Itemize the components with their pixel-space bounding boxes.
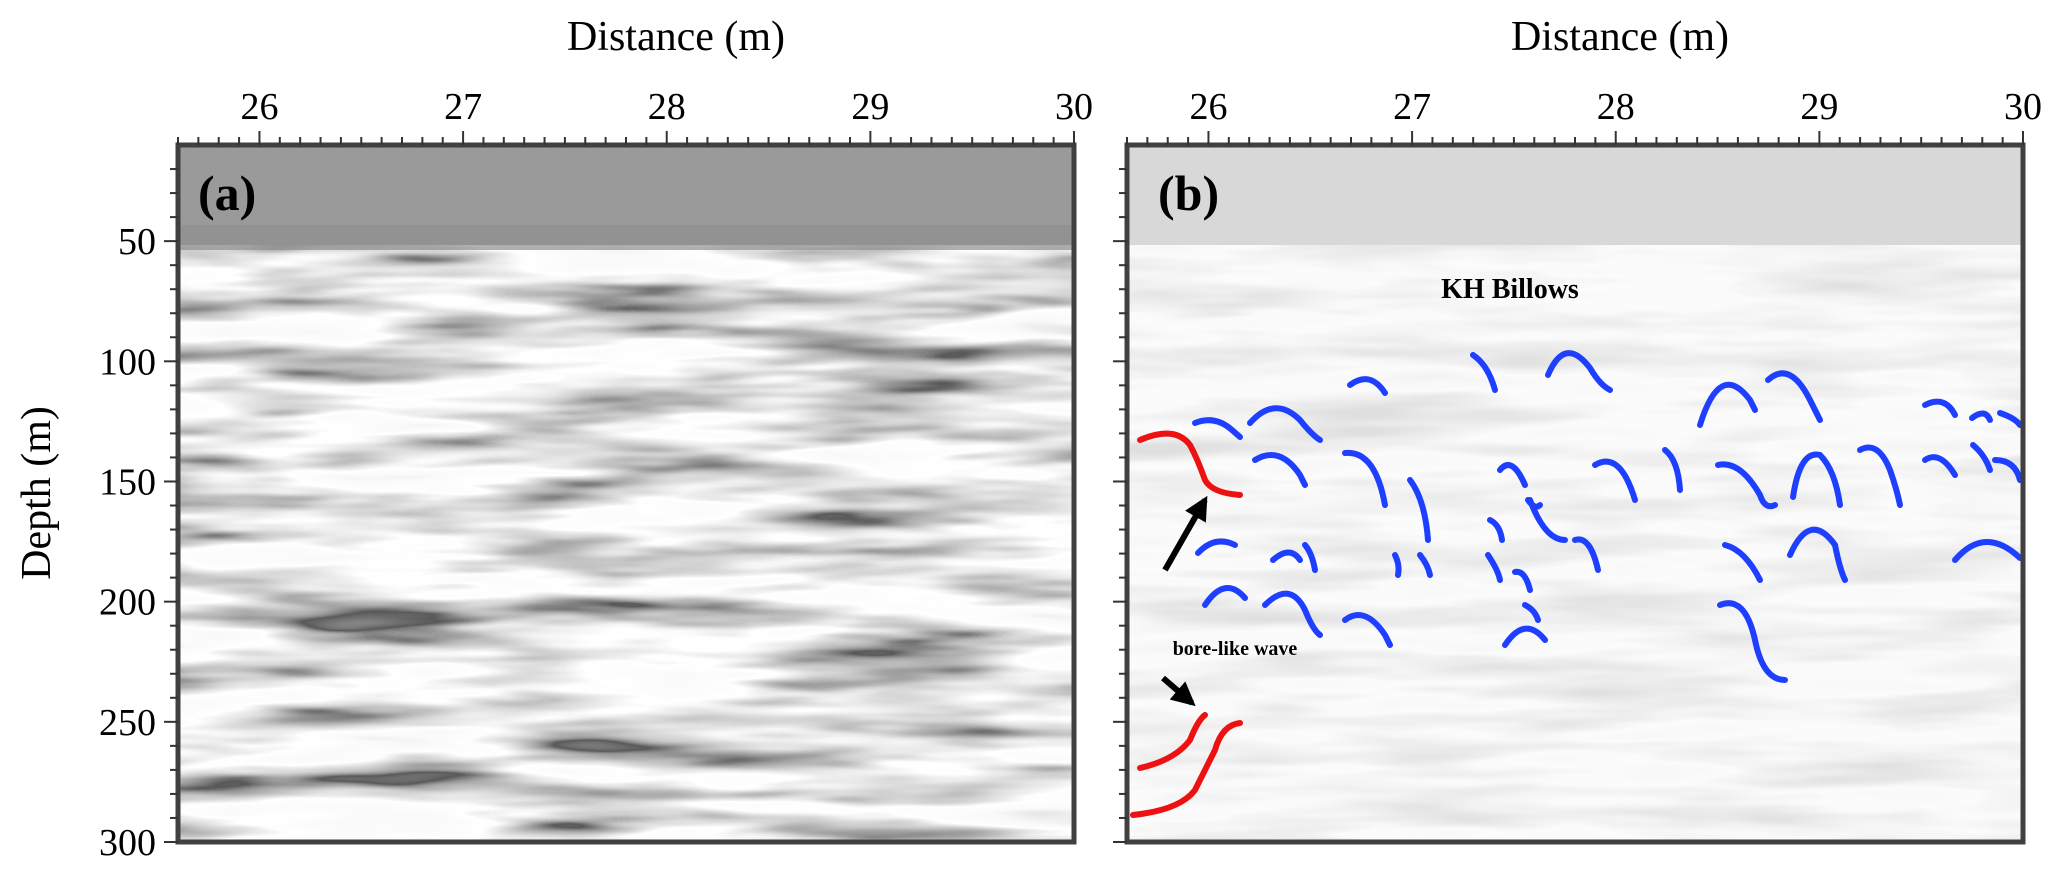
panel-b-xlabel: Distance (m) xyxy=(1511,14,1729,60)
x-tick-label: 28 xyxy=(1597,86,1635,128)
billow-trace xyxy=(1512,568,1533,593)
panel-b-axes: 26 27 28 29 30 xyxy=(1113,86,2042,843)
x-tick-label: 26 xyxy=(240,86,278,128)
billow-trace xyxy=(1485,552,1503,583)
y-tick-label: 100 xyxy=(99,341,156,383)
billow-trace xyxy=(1952,539,2023,563)
x-tick-label: 27 xyxy=(1393,86,1431,128)
billow-trace xyxy=(1195,538,1238,556)
x-tick-label: 28 xyxy=(648,86,686,128)
billow-trace xyxy=(1192,417,1243,440)
billow-trace xyxy=(1262,590,1323,638)
billow-trace xyxy=(1970,442,1993,473)
panel-b-seismic-image xyxy=(1127,145,2023,842)
billow-trace xyxy=(1417,552,1433,578)
bore-like-wave-label: bore-like wave xyxy=(1173,638,1298,660)
billow-trace xyxy=(1302,542,1318,573)
bore-like-wave-traces xyxy=(1130,430,1243,818)
billow-trace xyxy=(1697,381,1758,428)
x-tick-label: 26 xyxy=(1189,86,1227,128)
billow-trace xyxy=(1662,447,1683,493)
x-tick-label: 29 xyxy=(1800,86,1838,128)
billow-trace xyxy=(1522,602,1541,623)
panel-b-label: (b) xyxy=(1158,165,1219,221)
x-tick-label: 27 xyxy=(444,86,482,128)
x-tick-label: 29 xyxy=(851,86,889,128)
bore-wave-trace xyxy=(1130,720,1243,818)
y-tick-label: 150 xyxy=(99,461,156,503)
y-tick-label: 200 xyxy=(99,582,156,624)
billow-trace xyxy=(1545,350,1613,393)
panel-a: (a) Distance (m) Depth (m) 26 27 28 29 30 50 1… xyxy=(14,14,1093,864)
billow-trace xyxy=(1502,625,1548,648)
billow-trace xyxy=(1487,517,1505,543)
x-tick-label: 30 xyxy=(1055,86,1093,128)
y-tick-label: 300 xyxy=(99,822,156,864)
y-tick-label: 50 xyxy=(118,221,156,263)
annotation-arrows xyxy=(1161,495,1208,707)
billow-trace xyxy=(1270,549,1303,563)
panel-a-label: (a) xyxy=(198,165,256,221)
panel-b: KH Billows bore-like wave (b) Distance (… xyxy=(1113,14,2042,845)
billow-trace xyxy=(1787,526,1848,583)
billow-trace xyxy=(1722,542,1763,583)
panel-a-axes: 26 27 28 29 30 50 100 150 200 250 300 xyxy=(99,86,1093,864)
panel-a-xlabel: Distance (m) xyxy=(567,14,785,60)
billow-trace xyxy=(1527,497,1568,543)
billow-trace xyxy=(1342,612,1393,648)
billow-trace xyxy=(1997,410,2023,428)
billow-trace xyxy=(1717,600,1788,683)
billow-trace xyxy=(1342,449,1388,508)
billow-trace xyxy=(1790,451,1843,508)
bore-wave-trace xyxy=(1137,430,1243,498)
billow-trace xyxy=(1992,457,2023,483)
billow-trace xyxy=(1857,444,1903,508)
panel-a-seismic-image xyxy=(178,145,1074,842)
arrow-to-bore-wave-lower xyxy=(1161,675,1196,707)
billow-trace xyxy=(1922,454,1958,478)
kh-billow-traces xyxy=(1192,350,2023,683)
arrow-to-bore-wave xyxy=(1162,495,1208,572)
billow-trace xyxy=(1392,552,1402,578)
panel-a-ylabel: Depth (m) xyxy=(14,406,60,580)
billow-trace xyxy=(1497,462,1528,488)
billow-trace xyxy=(1765,370,1823,423)
billow-trace xyxy=(1407,477,1431,543)
billow-trace xyxy=(1470,352,1498,393)
kh-billows-label: KH Billows xyxy=(1441,274,1579,305)
billow-trace xyxy=(1247,405,1323,443)
x-tick-label: 30 xyxy=(2004,86,2042,128)
billow-trace xyxy=(1252,452,1308,488)
billow-trace xyxy=(1592,458,1638,503)
y-tick-label: 250 xyxy=(99,702,156,744)
billow-trace xyxy=(1715,461,1778,510)
bore-wave-trace xyxy=(1137,712,1208,771)
billow-trace xyxy=(1347,376,1388,396)
billow-trace xyxy=(1922,398,1958,418)
billow-trace xyxy=(1969,410,1993,423)
billow-trace xyxy=(1572,536,1601,573)
billow-trace xyxy=(1202,585,1248,608)
